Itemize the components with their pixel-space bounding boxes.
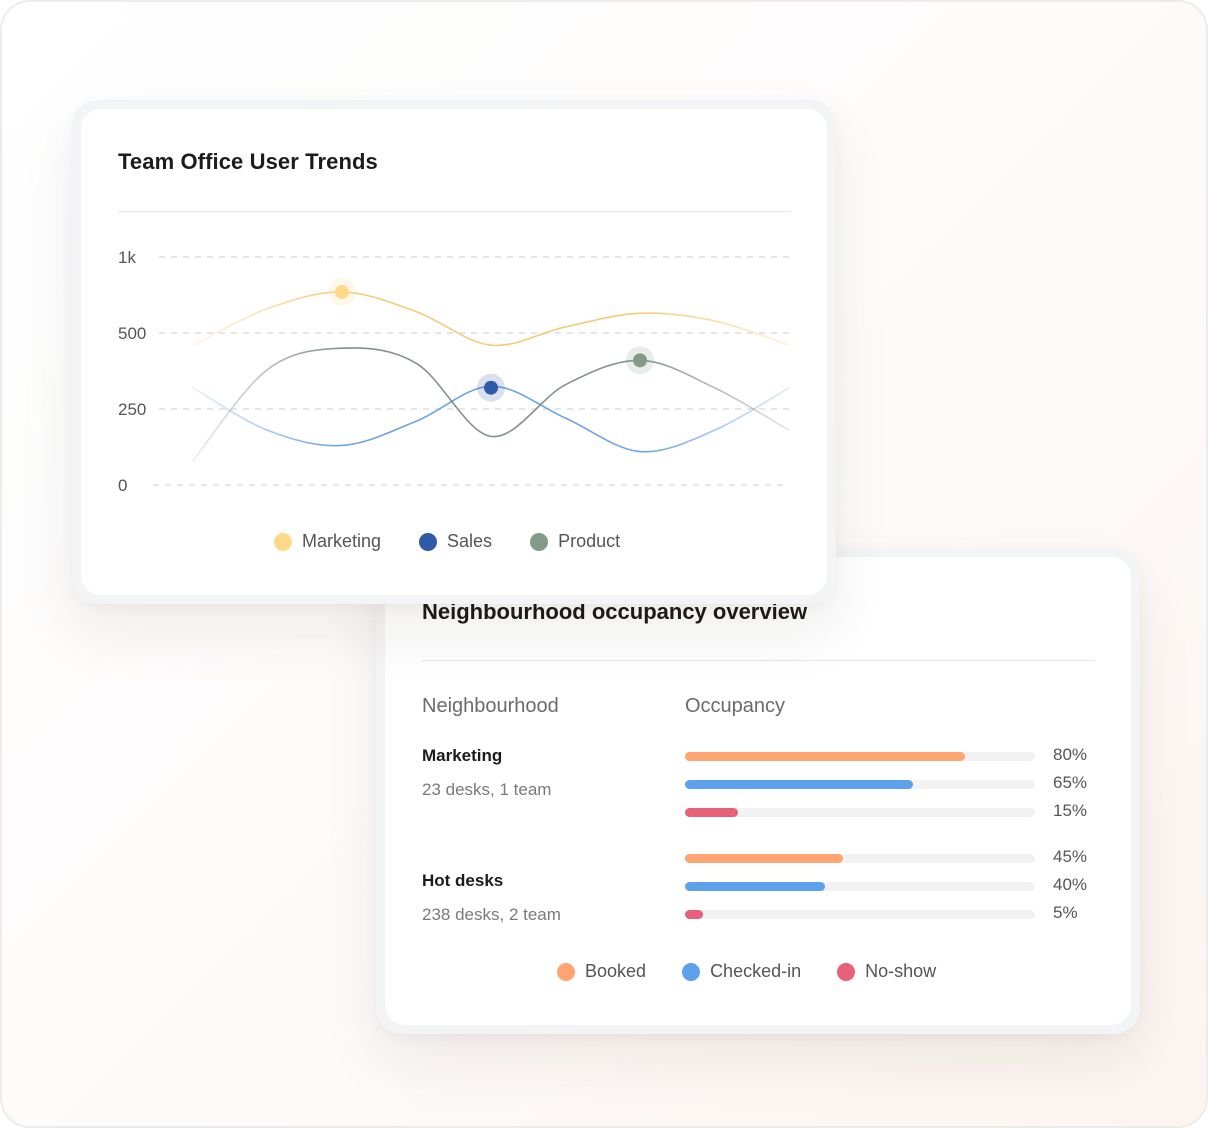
trends-card-shell: Team Office User Trends 0 250 500 1k Market… — [72, 100, 836, 604]
bar-track — [685, 910, 1035, 919]
bar-fill — [685, 752, 965, 761]
legend-label-sales: Sales — [447, 531, 493, 551]
legend-item-booked[interactable]: Booked — [557, 961, 646, 982]
legend-dot-product — [530, 532, 549, 551]
highlight-point-sales — [484, 380, 498, 395]
legend-item-marketing[interactable]: Marketing — [274, 531, 381, 552]
group-sub-hot-desks: 238 desks, 2 team — [422, 905, 561, 924]
column-header-occupancy: Occupancy — [685, 695, 786, 717]
bar-percent-label: 65% — [1053, 773, 1088, 792]
bar-track — [685, 752, 1035, 761]
bar-percent-label: 45% — [1053, 847, 1088, 866]
legend-item-checked-in[interactable]: Checked-in — [682, 961, 801, 982]
legend-label-product: Product — [558, 531, 621, 551]
bar-track — [685, 780, 1035, 789]
bar-percent-label: 15% — [1053, 801, 1088, 820]
bar-track — [685, 854, 1035, 863]
bar-fill — [685, 780, 913, 789]
occupancy-card-shell: Neighbourhood occupancy overview Neighbo… — [376, 548, 1140, 1034]
legend-label-checked-in: Checked-in — [710, 961, 802, 981]
bar-track — [685, 882, 1035, 891]
bar-fill — [685, 910, 703, 919]
trends-line-chart: 0 250 500 1k — [118, 248, 790, 495]
occupancy-legend: Booked Checked-in No-show — [557, 961, 936, 982]
bar-row-hot-desks-2: 5% — [685, 903, 1105, 924]
legend-item-sales[interactable]: Sales — [419, 531, 492, 552]
bar-percent-label: 5% — [1053, 903, 1078, 922]
y-tick-label-1k: 1k — [118, 248, 136, 267]
legend-label-marketing: Marketing — [302, 531, 382, 551]
y-tick-label-500: 500 — [118, 324, 146, 343]
highlight-point-marketing — [335, 284, 349, 299]
series-line-product — [192, 347, 790, 462]
bar-percent-label: 40% — [1053, 875, 1088, 894]
occupancy-card: Neighbourhood occupancy overview Neighbo… — [385, 557, 1131, 1025]
legend-dot-checked-in — [682, 962, 701, 981]
legend-item-no-show[interactable]: No-show — [837, 961, 936, 982]
highlight-point-product — [633, 353, 647, 368]
bar-row-marketing-1: 65% — [685, 773, 1105, 794]
occupancy-divider — [422, 660, 1095, 661]
bar-fill — [685, 882, 825, 891]
legend-item-product[interactable]: Product — [530, 531, 620, 552]
bar-fill — [685, 808, 738, 817]
bar-fill — [685, 854, 843, 863]
legend-dot-sales — [419, 532, 438, 551]
y-tick-label-0: 0 — [118, 476, 127, 495]
bar-percent-label: 80% — [1053, 745, 1088, 764]
legend-dot-marketing — [274, 532, 292, 551]
bar-row-marketing-2: 15% — [685, 801, 1105, 822]
legend-dot-no-show — [837, 962, 856, 981]
column-header-neighbourhood: Neighbourhood — [422, 695, 559, 717]
group-sub-marketing: 23 desks, 1 team — [422, 780, 552, 799]
legend-label-no-show: No-show — [865, 961, 937, 981]
bar-row-marketing-0: 80% — [685, 745, 1105, 766]
series-line-marketing — [192, 291, 790, 347]
trends-title: Team Office User Trends — [118, 149, 378, 174]
trends-card: Team Office User Trends 0 250 500 1k Market… — [81, 109, 827, 595]
bar-row-hot-desks-0: 45% — [685, 847, 1105, 868]
group-name-marketing: Marketing — [422, 746, 503, 765]
bar-row-hot-desks-1: 40% — [685, 875, 1105, 896]
bar-track — [685, 808, 1035, 817]
y-tick-label-250: 250 — [118, 400, 146, 419]
legend-label-booked: Booked — [585, 961, 647, 981]
legend-dot-booked — [557, 962, 575, 981]
trends-divider — [118, 211, 791, 212]
group-name-hot-desks: Hot desks — [422, 871, 504, 890]
trends-legend: Marketing Sales Product — [274, 531, 620, 552]
